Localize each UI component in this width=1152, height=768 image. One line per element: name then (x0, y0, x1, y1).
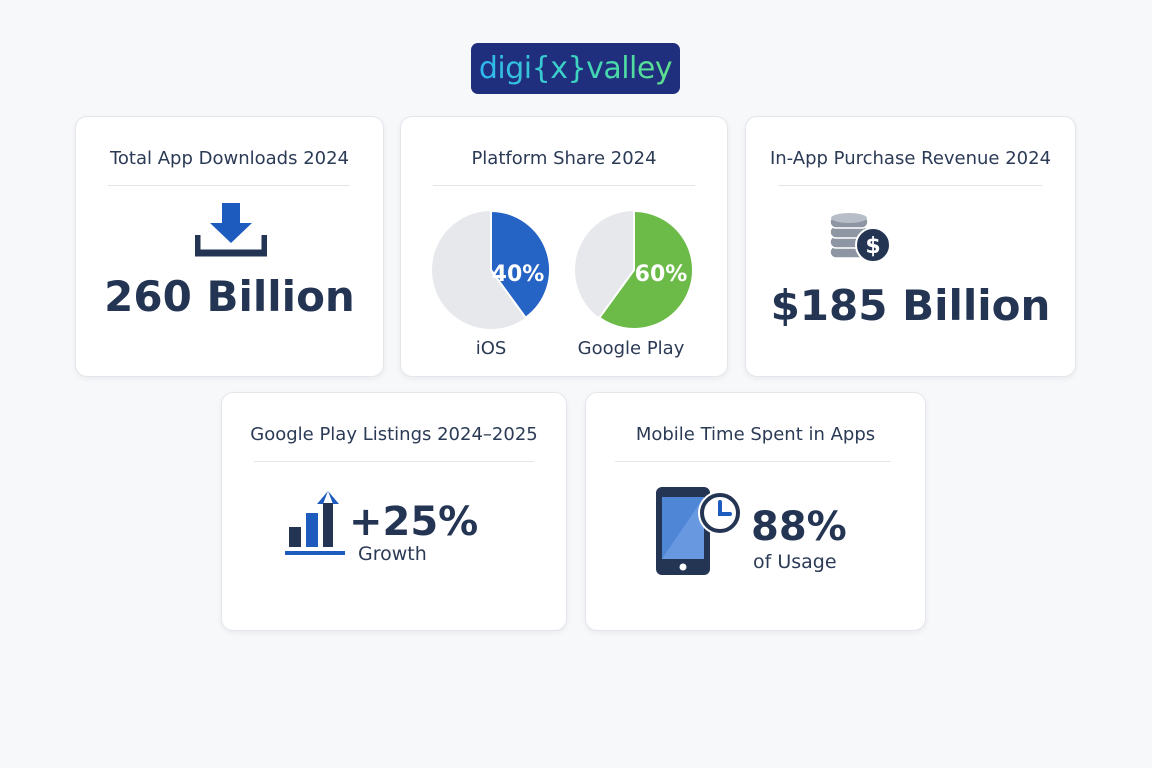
iap-card: In-App Purchase Revenue 2024 $ $185 Bill… (745, 116, 1076, 377)
brand-logo-text: digi{x}valley (478, 51, 673, 86)
listings-divider (254, 461, 534, 462)
ios-label: iOS (475, 338, 507, 359)
platform-pie-chart: 40% 60% (432, 209, 694, 330)
coin-stack-dollar-icon: $ (829, 213, 891, 263)
bar-growth-arrow-icon (285, 491, 345, 555)
time-spent-divider (615, 461, 891, 462)
google-play-label: Google Play (577, 338, 685, 359)
downloads-card: Total App Downloads 2024 260 Billion (75, 116, 384, 377)
pie-label-google-play: 60% (635, 262, 688, 287)
pie-slice-google-play (597, 209, 694, 330)
brand-logo: digi{x}valley (471, 43, 680, 94)
iap-divider (778, 185, 1042, 186)
pie-slice-ios (490, 209, 551, 320)
downloads-card-title: Total App Downloads 2024 (109, 148, 350, 169)
platform-card-title: Platform Share 2024 (471, 148, 657, 169)
downloads-value: 260 Billion (104, 272, 355, 321)
time-spent-caption: of Usage (753, 551, 837, 573)
time-spent-card-title: Mobile Time Spent in Apps (635, 424, 876, 445)
listings-value: +25% (349, 499, 479, 545)
iap-card-title: In-App Purchase Revenue 2024 (769, 148, 1052, 169)
iap-value: $185 Billion (770, 281, 1051, 330)
pie-label-ios: 40% (492, 262, 545, 287)
phone-clock-icon (656, 487, 742, 575)
listings-card-title: Google Play Listings 2024–2025 (250, 424, 538, 445)
svg-text:$: $ (865, 234, 880, 259)
time-spent-card: Mobile Time Spent in Apps 88% of Usage (585, 392, 926, 631)
downloads-divider (108, 185, 350, 186)
listings-card: Google Play Listings 2024–2025 +25% Grow… (221, 392, 567, 631)
platform-card: Platform Share 2024 40% 60% iOS Google Pl… (400, 116, 728, 377)
listings-caption: Growth (358, 543, 427, 565)
time-spent-value: 88% (751, 504, 847, 550)
download-icon (195, 203, 267, 257)
platform-divider (433, 185, 695, 186)
